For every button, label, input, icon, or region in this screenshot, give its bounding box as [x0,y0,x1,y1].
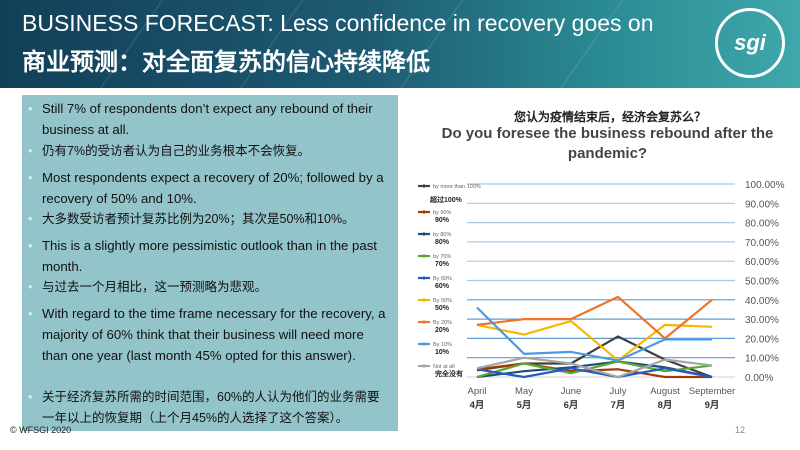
legend-label-chinese: 50% [435,305,450,312]
legend-label: By 50% [433,298,452,304]
legend-marker [422,254,426,258]
legend-label: by 70% [433,254,451,260]
y-tick-label: 70.00% [745,238,779,249]
legend-label-chinese: 20% [435,327,450,334]
legend-label-chinese: 10% [435,349,450,356]
x-tick-label-chinese: 9月 [705,400,720,411]
header-banner: BUSINESS FORECAST: Less confidence in re… [0,0,800,88]
y-tick-label: 80.00% [745,219,779,230]
bullet-cn: 大多数受访者预计复苏比例为20%；其次是50%和10%。 [28,209,392,230]
y-tick-label: 90.00% [745,199,779,210]
series-line-8 [476,356,713,379]
page-number: 12 [735,425,746,435]
y-tick-label: 30.00% [745,315,779,326]
page-title-chinese: 商业预测：对全面复苏的信心持续降低 [22,49,430,76]
y-tick-label: 100.00% [745,180,785,191]
legend-marker [422,232,426,236]
series-line-5 [476,319,713,362]
bullet-en: This is a slightly more pessimistic outl… [28,235,392,277]
bullet-en: Most respondents expect a recovery of 20… [28,167,392,209]
legend-label-chinese: 70% [435,261,450,268]
x-tick-label-chinese: 8月 [658,400,673,411]
x-tick-label: June [561,386,582,397]
bullet-cn: 与过去一个月相比，这一预测略为悲观。 [28,277,392,298]
x-tick-label-chinese: 6月 [564,400,579,411]
legend-marker [422,184,426,188]
legend-label-chinese: 90% [435,217,450,224]
legend-label-chinese: 完全没有 [435,369,463,378]
x-tick-label: April [467,386,486,397]
y-tick-label: 0.00% [745,373,773,384]
copyright: © WFSGI 2020 [10,425,72,435]
x-tick-label: May [515,386,533,397]
series-line-7 [476,306,712,362]
x-tick-label: September [689,386,735,397]
page-title: BUSINESS FORECAST: Less confidence in re… [22,10,654,36]
y-tick-label: 60.00% [745,257,779,268]
bullet-en: Still 7% of respondents don’t expect any… [28,98,392,140]
wfsgi-logo: sgi [715,8,785,78]
legend-marker [422,320,426,324]
y-tick-label: 50.00% [745,277,779,288]
legend-label: by 90% [433,210,451,216]
legend-label: By 60% [433,276,452,282]
x-tick-label: August [650,386,680,397]
x-tick-label-chinese: 7月 [611,400,626,411]
y-tick-label: 20.00% [745,334,779,345]
x-tick-label-chinese: 5月 [517,400,532,411]
legend-label-chinese: 超过100% [430,195,463,204]
y-tick-label: 10.00% [745,354,779,365]
x-tick-label-chinese: 4月 [470,400,485,411]
y-tick-label: 40.00% [745,296,779,307]
summary-box: Still 7% of respondents don’t expect any… [22,95,398,431]
bullet-cn: 关于经济复苏所需的时间范围，60%的人认为他们的业务需要一年以上的恢复期（上个月… [28,387,392,429]
legend-label: by more than 100% [433,184,481,190]
legend-label: Not at all [433,364,455,370]
legend-label-chinese: 60% [435,283,450,290]
legend-marker [422,342,426,346]
series-line-6 [476,295,713,340]
legend-marker [422,364,426,368]
bullet-cn: 仍有7%的受访者认为自己的业务根本不会恢复。 [28,141,392,162]
legend-label-chinese: 80% [435,239,450,246]
legend-marker [422,210,426,214]
legend-label: By 10% [433,342,452,348]
chart-title-chinese: 您认为疫情结束后，经济会复苏么？ [513,110,706,124]
legend-marker [422,298,426,302]
series-line-4 [476,367,713,379]
legend-label: by 80% [433,232,451,238]
bullet-en: With regard to the time frame necessary … [28,303,392,366]
x-tick-label: July [610,386,627,397]
legend-label: By 20% [433,320,452,326]
legend-marker [422,276,426,280]
chart-title: Do you foresee the business rebound afte… [441,125,774,162]
